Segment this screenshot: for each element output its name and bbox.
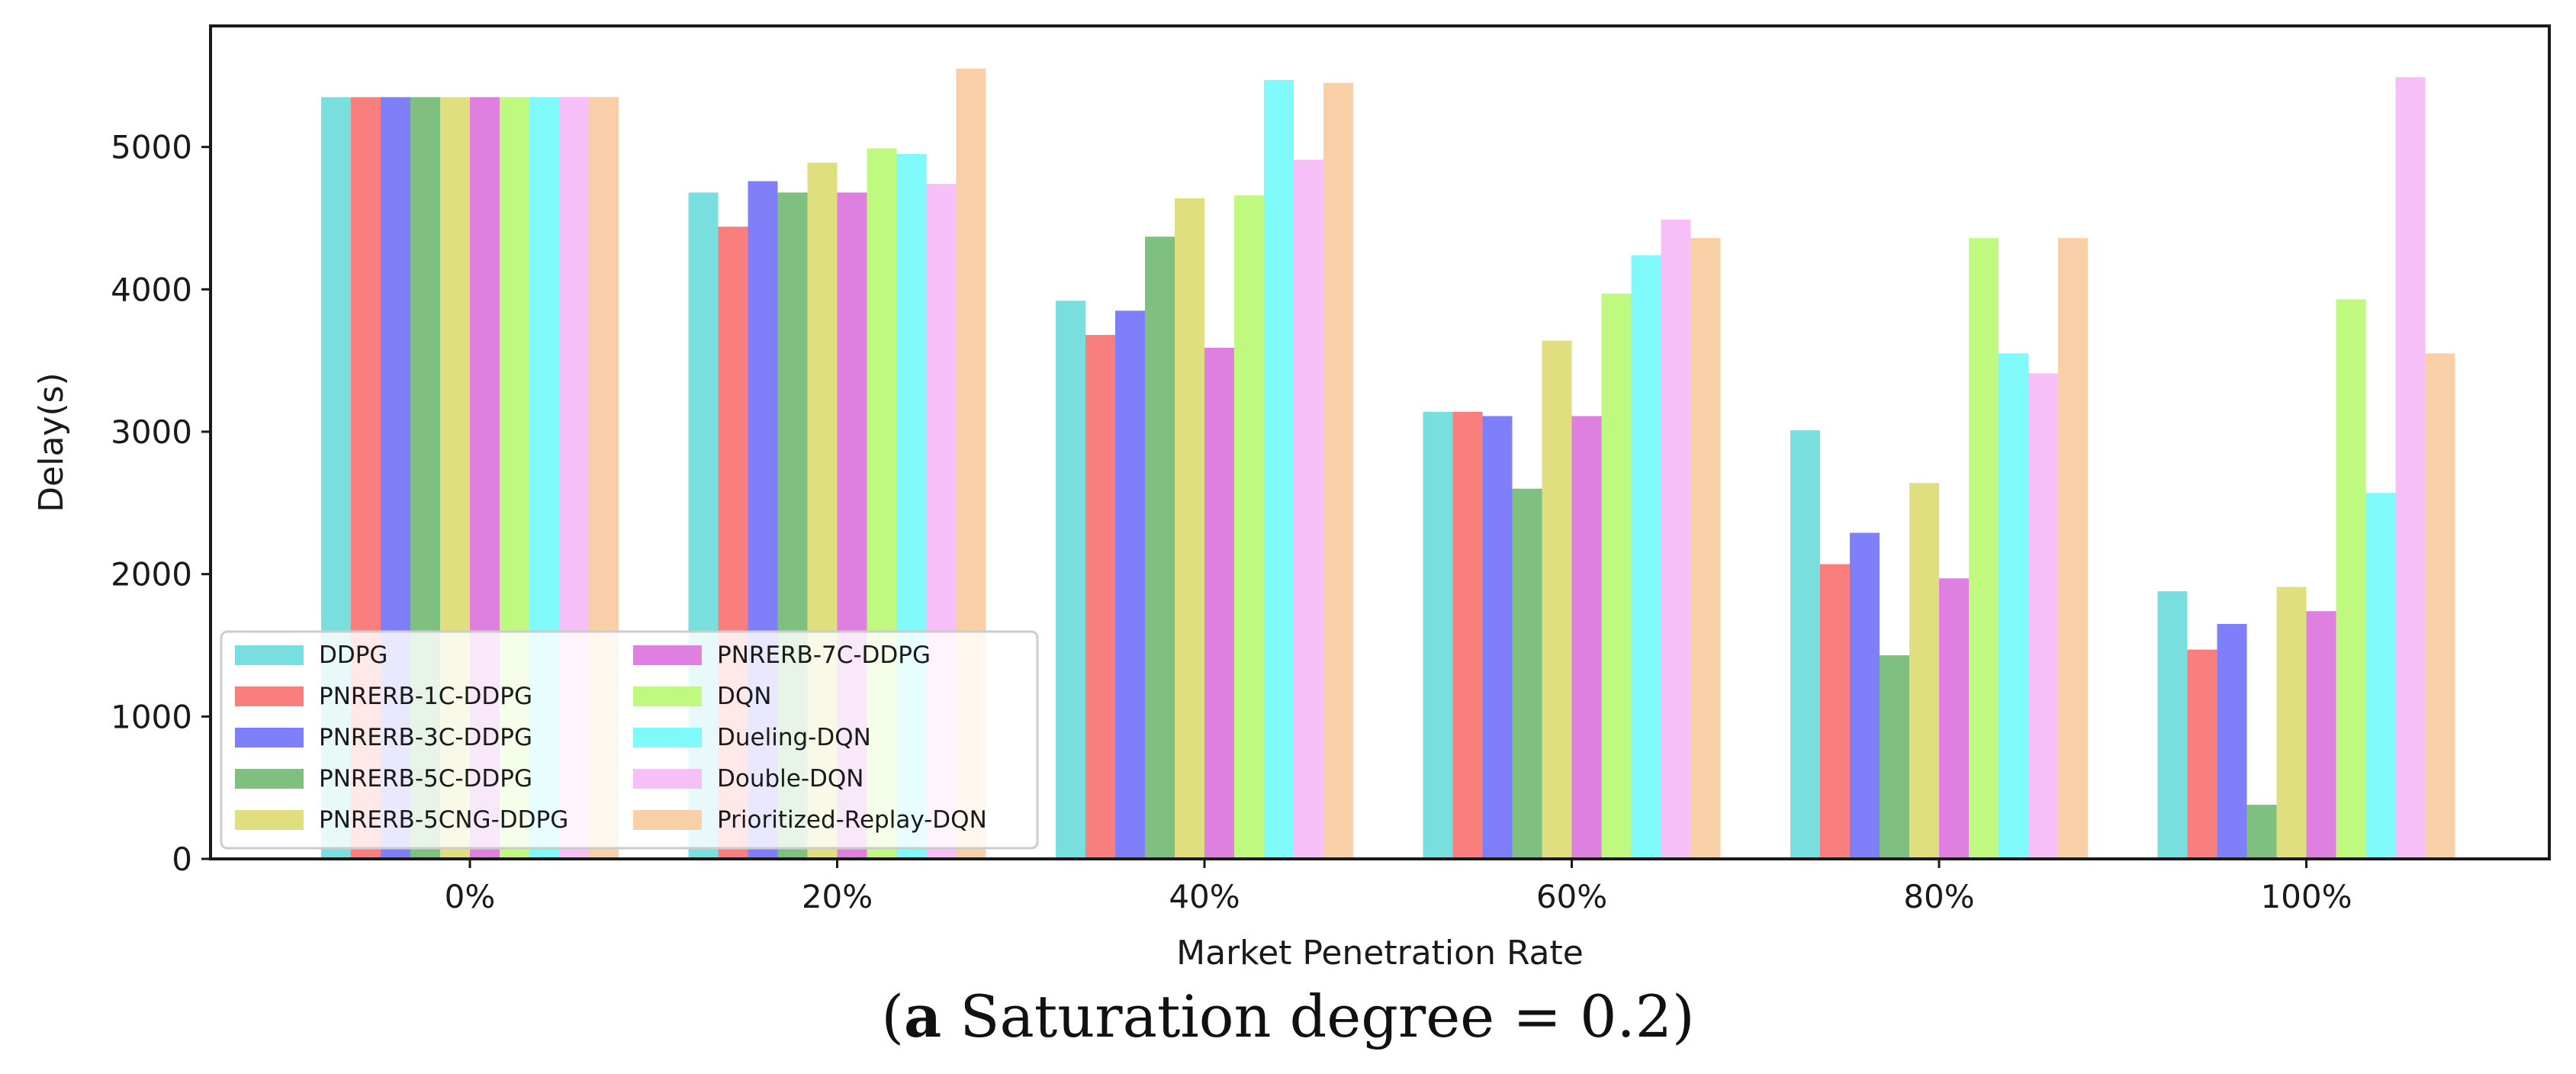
legend-box [220,630,1039,850]
x-tick-label: 0% [445,878,496,915]
legend-swatch [633,687,702,706]
y-tick-label: 5000 [111,129,192,166]
y-axis-title: Delay(s) [32,372,71,512]
plot-frame [209,24,2551,860]
bar-prioritized-replay-dqn-100pct [2425,353,2455,860]
bar-prioritized-replay-dqn-60pct [1690,238,1721,859]
y-tick-label: 0 [172,841,192,878]
bar-double-dqn-100pct [2395,77,2426,860]
bar-pnrerb-3c-ddpg-80pct [1850,532,1880,859]
bar-dueling-dqn-40pct [1264,79,1294,860]
y-tick-label: 2000 [111,556,192,593]
legend-label: PNRERB-5C-DDPG [319,765,532,793]
legend-label: Dueling-DQN [717,724,871,751]
bar-pnrerb-5cng-ddpg-40pct [1175,198,1204,859]
bar-pnrerb-5cng-ddpg-80pct [1909,483,1939,859]
x-axis: 0% 20% 40% 60% 80% 100% [445,859,2352,915]
legend-swatch [235,810,304,830]
x-tick-label: 80% [1903,878,1974,915]
legend: DDPG PNRERB-1C-DDPG PNRERB-3C-DDPG PNRERB-5… [220,630,1039,850]
bar-pnrerb-3c-ddpg-60pct [1482,416,1513,859]
caption-label: a [903,982,942,1050]
bar-pnrerb-3c-ddpg-40pct [1115,310,1145,860]
bar-pnrerb-7c-ddpg-80pct [1939,578,1969,859]
x-tick-label: 100% [2260,878,2352,915]
legend-label: PNRERB-5CNG-DDPG [319,806,568,834]
legend-swatch [235,645,304,665]
legend-swatch [235,728,304,748]
legend-label: PNRERB-3C-DDPG [319,724,532,751]
bar-ddpg-40pct [1056,301,1085,859]
bar-pnrerb-1c-ddpg-40pct [1085,335,1115,859]
bar-pnrerb-1c-ddpg-80pct [1820,564,1850,859]
bar-ddpg-80pct [1790,430,1820,859]
bar-pnrerb-7c-ddpg-40pct [1204,347,1234,859]
bar-pnrerb-1c-ddpg-100pct [2187,649,2217,859]
y-tick-label: 3000 [111,413,192,451]
bar-pnrerb-5cng-ddpg-60pct [1542,340,1572,859]
bar-ddpg-60pct [1423,411,1453,859]
legend-label: Prioritized-Replay-DQN [717,806,987,834]
bar-double-dqn-40pct [1294,159,1323,860]
legend-label: DQN [717,683,771,710]
legend-label: Double-DQN [717,765,864,793]
legend-swatch [633,728,702,748]
bar-dqn-100pct [2336,299,2366,859]
y-tick-label: 1000 [111,698,192,735]
y-tick-label: 4000 [111,271,192,308]
bar-dqn-60pct [1601,293,1632,859]
bar-ddpg-100pct [2157,591,2188,859]
legend-label: PNRERB-1C-DDPG [319,683,532,710]
figure-caption: (a Saturation degree = 0.2) [881,982,1695,1050]
bar-pnrerb-3c-ddpg-100pct [2217,624,2247,859]
bar-pnrerb-5c-ddpg-60pct [1512,488,1542,859]
bar-dueling-dqn-60pct [1631,255,1661,859]
bar-dqn-40pct [1234,195,1264,859]
bar-prioritized-replay-dqn-40pct [1323,82,1353,860]
bar-dueling-dqn-80pct [1999,353,2028,860]
legend-label: PNRERB-7C-DDPG [717,642,931,669]
legend-swatch [235,769,304,789]
caption-text: Saturation degree = 0.2 [941,982,1673,1050]
y-axis: 0 1000 2000 3000 4000 5000 [111,129,211,878]
bar-pnrerb-5cng-ddpg-100pct [2276,587,2307,859]
x-tick-label: 60% [1536,878,1607,915]
bar-double-dqn-80pct [2028,373,2058,860]
x-axis-title: Market Penetration Rate [1176,934,1584,973]
bar-pnrerb-1c-ddpg-60pct [1452,411,1483,859]
legend-label: DDPG [319,642,388,669]
x-tick-label: 40% [1169,878,1240,915]
x-tick-label: 20% [802,878,873,915]
bar-pnrerb-5c-ddpg-100pct [2246,805,2277,859]
legend-swatch [633,769,702,789]
legend-swatch [235,687,304,706]
bar-pnrerb-5c-ddpg-40pct [1145,236,1175,859]
bar-pnrerb-7c-ddpg-100pct [2306,611,2336,859]
bar-dueling-dqn-100pct [2365,493,2396,859]
bar-double-dqn-60pct [1661,219,1691,859]
bar-pnrerb-7c-ddpg-60pct [1571,416,1602,859]
legend-swatch [633,810,702,830]
bar-pnrerb-5c-ddpg-80pct [1880,655,1909,859]
legend-swatch [633,645,702,665]
bar-dqn-80pct [1969,238,1999,859]
bar-prioritized-replay-dqn-80pct [2058,238,2088,859]
